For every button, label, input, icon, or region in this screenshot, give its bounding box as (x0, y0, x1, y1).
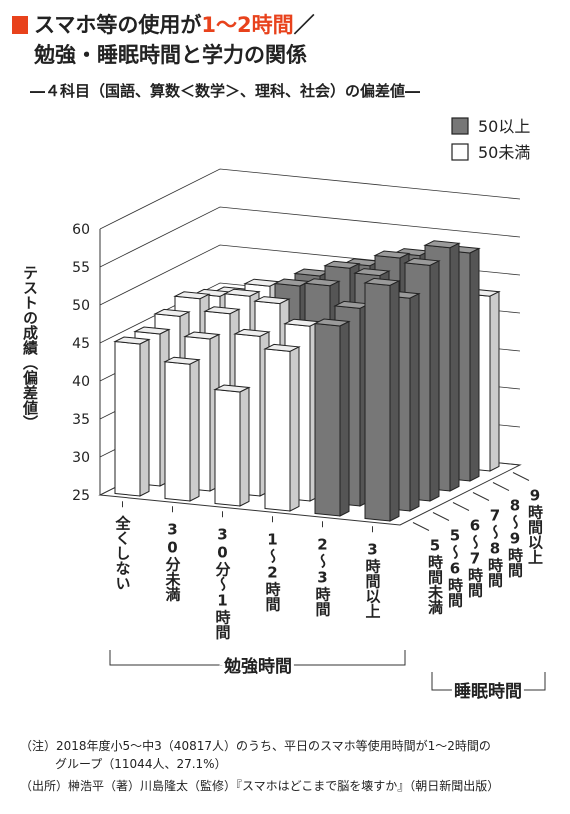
bar-front (314, 322, 341, 517)
depth-tick-label: 8～9時間 (506, 497, 524, 579)
y-tick-label: 30 (72, 450, 90, 466)
x-axis-label: 勉強時間 (223, 656, 292, 677)
chart-title-line2: 勉強・睡眠時間と学力の関係 (33, 43, 307, 67)
depth-tick-label: 9時間以上 (526, 487, 544, 565)
bar-side (409, 292, 420, 512)
depth-tick-label: 5～6時間 (446, 527, 464, 609)
y-tick-label: 40 (72, 374, 90, 390)
y-tick-label: 25 (72, 488, 90, 504)
x-tick-label: 3時間以上 (364, 540, 382, 618)
bar (363, 277, 401, 522)
note: グループ（11044人、27.1%） (55, 757, 227, 771)
x-tick-label: 全くしない (114, 514, 132, 590)
legend-label: 50以上 (478, 117, 530, 136)
title-highlight: 1～2時間 (201, 13, 293, 37)
y-tick-label: 55 (72, 260, 90, 276)
bar-side (429, 260, 440, 502)
depth-tick-label: 6～7時間 (466, 517, 484, 599)
depth-tick (452, 502, 470, 511)
bar-side (239, 386, 250, 507)
bar (163, 356, 201, 502)
bar-side (139, 338, 150, 497)
bar-side (389, 280, 400, 522)
depth-axis-label: 睡眠時間 (454, 681, 522, 702)
bar (213, 384, 251, 507)
depth-tick-label: 5時間未満 (426, 537, 444, 616)
bar-side (339, 320, 350, 517)
y-tick-label: 60 (72, 222, 90, 238)
chart-title: スマホ等の使用が1～2時間／ (34, 13, 315, 37)
title-marker (12, 16, 28, 34)
x-tick-label: 30分～1時間 (214, 525, 232, 640)
depth-tick-label: 7～8時間 (486, 507, 504, 589)
bar-side (469, 247, 480, 482)
y-tick-label: 50 (72, 298, 90, 314)
grid-line (99, 206, 521, 268)
bar (263, 343, 301, 512)
bar-front (214, 388, 241, 507)
bar-side (449, 242, 460, 492)
depth-tick (412, 522, 430, 531)
bar (313, 318, 351, 517)
note: （注）2018年度小5～中3（40817人）のうち、平日のスマホ等使用時間が1～… (20, 738, 491, 753)
bar-front (364, 282, 391, 522)
depth-tick (512, 472, 530, 481)
depth-tick (472, 492, 490, 501)
chart-subtitle: ―４科目（国語、算数＜数学＞、理科、社会）の偏差値― (30, 82, 420, 100)
plot: 25 30 35 40 45 50 55 60 全くしない 30分未満 30分～1時間 1～2時間 2～… (72, 117, 546, 705)
note: （出所）榊浩平（著）川島隆太（監修）『スマホはどこまで脳を壊すか』（朝日新聞出版… (20, 778, 499, 793)
bar (113, 336, 151, 497)
bar-front (114, 340, 141, 497)
depth-bracket (431, 672, 546, 691)
x-tick-label: 2～3時間 (314, 535, 332, 617)
x-tick-label: 30分未満 (164, 520, 182, 602)
y-tick-label: 45 (72, 336, 90, 352)
title-part: スマホ等の使用が (34, 13, 201, 37)
legend-label: 50未満 (478, 143, 530, 162)
x-tick-label: 1～2時間 (264, 530, 282, 612)
title-part: ／ (294, 13, 315, 37)
bar-side (289, 346, 300, 512)
depth-tick (492, 482, 510, 491)
x-bracket (109, 650, 406, 666)
bar-front (264, 348, 291, 512)
y-tick-label: 35 (72, 412, 90, 428)
bar-side (489, 290, 500, 472)
bar-side (189, 358, 200, 502)
bar-front (164, 361, 191, 502)
y-axis-label: テストの成績（偏差値） (21, 265, 39, 430)
depth-tick (432, 512, 450, 521)
legend-swatch (451, 143, 469, 161)
legend-swatch (451, 117, 469, 135)
grid-line (99, 168, 521, 230)
